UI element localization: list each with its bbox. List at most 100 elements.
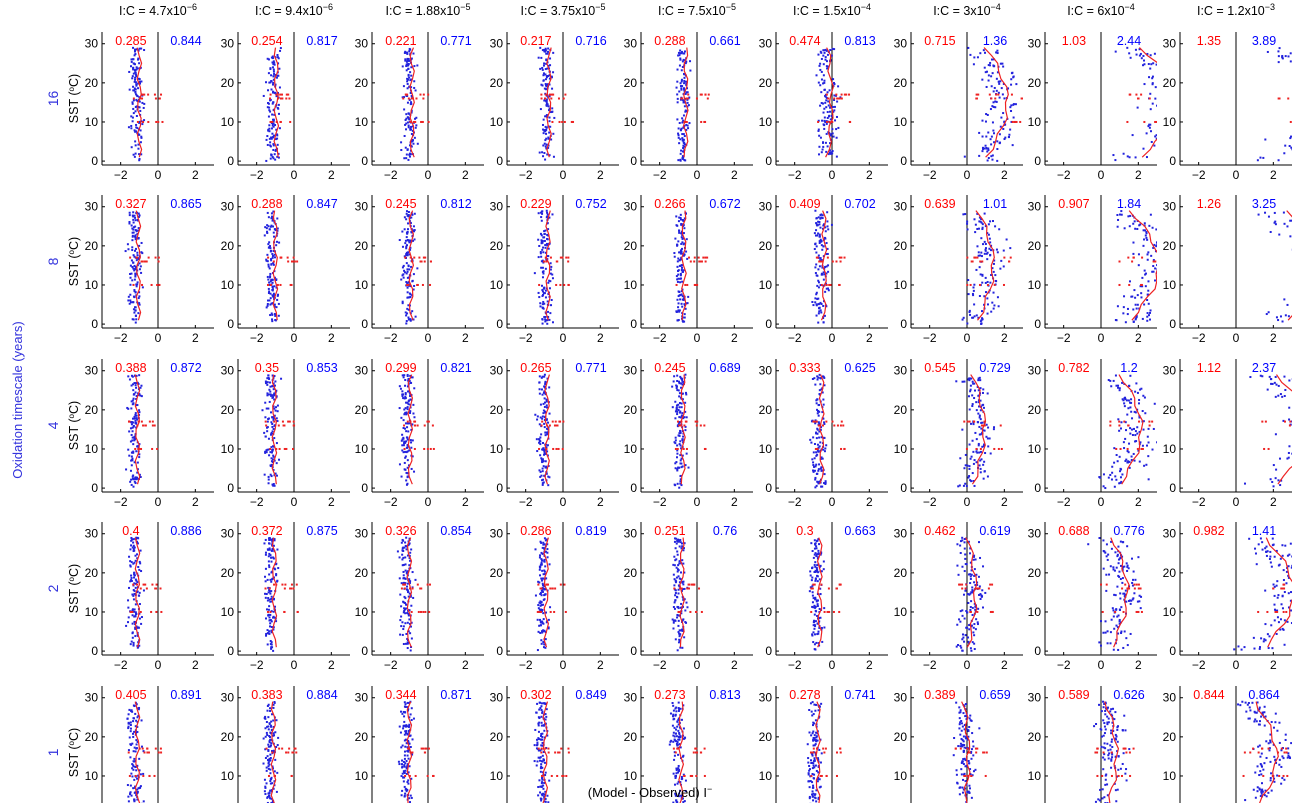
data-point (547, 293, 550, 296)
data-point (1294, 478, 1296, 480)
data-point (823, 314, 826, 317)
data-point (1125, 399, 1128, 402)
data-point (1173, 104, 1175, 106)
data-point (818, 265, 821, 268)
data-point (990, 135, 993, 138)
data-point (1150, 140, 1153, 143)
data-point (819, 50, 822, 53)
data-point (1127, 460, 1130, 463)
data-point (676, 68, 679, 71)
data-point (409, 248, 412, 251)
data-point (972, 63, 975, 66)
data-point (133, 592, 136, 595)
data-point (676, 280, 679, 283)
data-point (133, 417, 136, 420)
data-point (968, 467, 971, 470)
data-point (140, 622, 143, 625)
x-tick-label: 0 (1233, 168, 1240, 182)
data-point (820, 216, 823, 219)
data-point (272, 119, 275, 122)
data-point (679, 430, 682, 433)
data-point (671, 385, 674, 388)
data-point (270, 212, 273, 215)
data-point (544, 229, 547, 232)
data-point (406, 59, 409, 62)
data-point (405, 94, 408, 97)
data-point (675, 386, 678, 389)
data-point (131, 457, 134, 460)
data-point (987, 147, 990, 150)
y-tick-label: 10 (355, 605, 369, 619)
x-tick-label: −2 (923, 168, 937, 182)
x-tick-label: 0 (964, 495, 971, 509)
data-point (704, 260, 707, 263)
data-point (968, 309, 971, 312)
data-point (961, 380, 964, 383)
data-point (1168, 131, 1170, 133)
data-point (541, 303, 544, 306)
data-point (403, 441, 406, 444)
data-point (281, 583, 284, 586)
x-tick-label: −2 (250, 495, 264, 509)
y-tick-label: 20 (355, 76, 369, 90)
data-point (683, 88, 686, 91)
data-point (1289, 137, 1292, 140)
data-point (679, 454, 682, 457)
data-point (272, 418, 275, 421)
data-point (273, 437, 276, 440)
data-point (276, 56, 279, 59)
data-point (682, 99, 685, 102)
data-point (272, 91, 275, 94)
data-point (1293, 52, 1295, 54)
data-point (412, 273, 415, 276)
data-point (979, 409, 982, 412)
data-point (405, 65, 408, 68)
data-point (270, 595, 273, 598)
data-point (674, 439, 677, 442)
data-point (1146, 315, 1149, 318)
data-point (562, 97, 565, 100)
data-point (400, 475, 403, 478)
data-point (964, 482, 967, 485)
data-point (814, 447, 817, 450)
data-point (695, 424, 698, 427)
data-point (421, 283, 424, 286)
data-point (269, 225, 272, 228)
data-point (546, 67, 549, 70)
data-point (541, 322, 544, 325)
data-point (813, 465, 816, 468)
data-point (822, 63, 825, 66)
data-point (410, 230, 413, 233)
data-point (137, 87, 140, 90)
data-point (812, 420, 815, 423)
data-point (823, 384, 826, 387)
data-point (131, 426, 134, 429)
x-tick-label: 2 (1001, 495, 1008, 509)
data-point (1187, 121, 1189, 123)
data-point (542, 272, 545, 275)
data-point (1122, 306, 1125, 309)
data-point (838, 256, 841, 259)
data-point (1147, 280, 1150, 283)
data-point (1124, 398, 1127, 401)
data-point (270, 127, 273, 130)
data-point (402, 85, 405, 88)
data-point (270, 74, 273, 77)
data-point (268, 267, 271, 270)
data-point (275, 574, 278, 577)
data-point (272, 628, 275, 631)
data-point (1144, 412, 1147, 415)
scatter-points (125, 374, 159, 488)
data-point (977, 412, 980, 415)
data-point (269, 613, 272, 616)
y-tick-label: 30 (1028, 37, 1042, 51)
data-point (1128, 280, 1131, 283)
data-point (815, 217, 818, 220)
data-point (411, 213, 414, 216)
data-point (545, 62, 548, 65)
data-point (402, 393, 405, 396)
data-point (967, 279, 970, 282)
data-point (268, 589, 271, 592)
x-tick-label: −2 (114, 658, 128, 672)
data-point (413, 86, 416, 89)
